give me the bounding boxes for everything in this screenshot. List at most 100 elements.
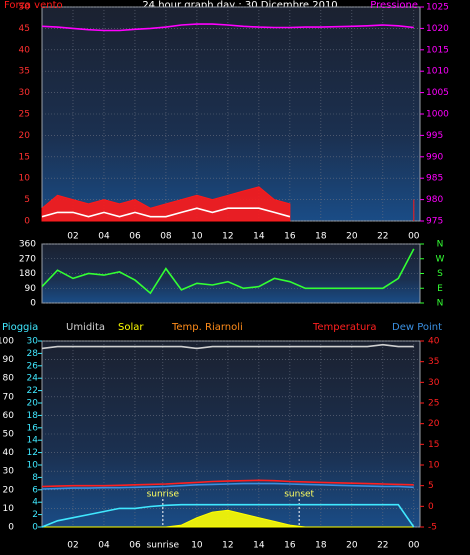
x-tick-label: 18 <box>315 232 327 242</box>
x-tick-label: 16 <box>284 541 296 551</box>
y3-tick-label: 14 <box>27 436 39 446</box>
annotation-label: sunset <box>284 490 314 500</box>
x-tick-label: 10 <box>191 232 203 242</box>
legend-label: Pioggia <box>2 322 38 333</box>
series-line <box>41 503 415 528</box>
y-tick-label: 270 <box>19 254 36 264</box>
y-tick-label: 360 <box>19 240 36 250</box>
series-line <box>41 479 414 488</box>
x-tick-label: 20 <box>346 541 358 551</box>
y3-tick-label: 22 <box>27 386 38 396</box>
y3-tick-label: 18 <box>27 411 39 421</box>
x-tick-label: 08 <box>160 232 172 242</box>
legend-label: Forza vento <box>4 0 63 11</box>
y-tick-label: 30 <box>19 88 31 98</box>
y-tick-label: 0 <box>30 299 36 309</box>
x-tick-label: 04 <box>98 232 110 242</box>
y-tick-label: 20 <box>3 485 15 495</box>
y2-tick-label: 995 <box>426 131 443 141</box>
legend-label: Pressione <box>370 0 418 11</box>
legend-label: Temperatura <box>312 322 377 333</box>
y2-tick-label: 1015 <box>426 45 449 55</box>
y3-tick-label: 16 <box>27 423 39 433</box>
y-tick-label: 35 <box>19 67 30 77</box>
x-tick-label: 20 <box>346 232 358 242</box>
y-tick-label: 45 <box>19 24 30 34</box>
y2-tick-label: 35 <box>428 357 439 367</box>
y3-tick-label: 4 <box>32 498 38 508</box>
y2-tick-label: S <box>437 269 443 279</box>
series-line <box>41 343 414 350</box>
y2-tick-label: 40 <box>428 337 440 347</box>
y-tick-label: 0 <box>8 523 14 533</box>
y-tick-label: 40 <box>3 448 15 458</box>
y2-tick-label: 15 <box>428 440 439 450</box>
y2-tick-label: 1005 <box>426 88 449 98</box>
y3-tick-label: 10 <box>27 461 39 471</box>
y2-tick-label: 985 <box>426 174 443 184</box>
y-tick-label: 50 <box>19 3 31 13</box>
y2-tick-label: E <box>437 284 443 294</box>
x-tick-label: 22 <box>377 232 388 242</box>
x-tick-label: 04 <box>98 541 110 551</box>
x-tick-label: 02 <box>67 232 78 242</box>
y2-tick-label: 25 <box>428 399 439 409</box>
y2-tick-label: N <box>437 299 444 309</box>
y3-tick-label: 8 <box>32 473 38 483</box>
y-tick-label: 5 <box>24 195 30 205</box>
x-tick-label: 12 <box>222 232 233 242</box>
y-tick-label: 15 <box>19 152 30 162</box>
y2-tick-label: 1025 <box>426 3 449 13</box>
y2-tick-label: 0 <box>428 502 434 512</box>
y2-tick-label: W <box>436 254 445 264</box>
y2-tick-label: 5 <box>428 481 434 491</box>
y2-tick-label: 1010 <box>426 67 449 77</box>
x-tick-label: 10 <box>191 541 203 551</box>
legend-label: Umidita <box>66 322 105 333</box>
y2-tick-label: 990 <box>426 152 443 162</box>
x-tick-label: 18 <box>315 541 327 551</box>
y-tick-label: 90 <box>25 284 37 294</box>
y-tick-label: 10 <box>3 504 15 514</box>
y3-tick-label: 2 <box>32 510 38 520</box>
y-tick-label: 25 <box>19 110 30 120</box>
y2-tick-label: N <box>437 240 444 250</box>
chart-title: 24 hour graph day : 30 Dicembre 2010 <box>142 0 337 11</box>
x-tick-label: 12 <box>222 541 233 551</box>
y2-tick-label: 20 <box>428 419 440 429</box>
y2-tick-label: 980 <box>426 195 443 205</box>
y2-tick-label: 1000 <box>426 110 449 120</box>
y3-tick-label: 12 <box>27 448 38 458</box>
x-tick-label: 06 <box>129 541 141 551</box>
legend-label: Temp. Riarnoli <box>171 322 243 333</box>
y2-tick-label: 1020 <box>426 24 449 34</box>
series-area <box>42 509 414 528</box>
legend-label: Dew Point <box>392 322 442 333</box>
y3-tick-label: 24 <box>27 374 39 384</box>
y-tick-label: 30 <box>3 467 15 477</box>
y-tick-label: 70 <box>3 392 15 402</box>
y2-tick-label: 30 <box>428 378 440 388</box>
y-tick-label: 100 <box>0 337 14 347</box>
y3-tick-label: 6 <box>32 485 38 495</box>
y3-tick-label: 30 <box>27 337 39 347</box>
x-tick-label: 14 <box>253 232 265 242</box>
legend-label: Solar <box>118 322 144 333</box>
series-line <box>41 248 415 295</box>
series-line <box>41 482 414 490</box>
x-tick-label: 00 <box>408 232 420 242</box>
y2-tick-label: 10 <box>428 461 440 471</box>
series-line <box>41 23 414 32</box>
y3-tick-label: 20 <box>27 399 39 409</box>
y-tick-label: 90 <box>3 355 15 365</box>
x-tick-label: sunrise <box>147 541 180 551</box>
x-tick-label: 16 <box>284 232 296 242</box>
y-tick-label: 60 <box>3 411 15 421</box>
y-tick-label: 0 <box>24 217 30 227</box>
x-tick-label: 06 <box>129 232 141 242</box>
y2-tick-label: 975 <box>426 217 443 227</box>
y-tick-label: 50 <box>3 430 15 440</box>
x-tick-label: 22 <box>377 541 388 551</box>
y2-tick-label: -5 <box>428 523 437 533</box>
